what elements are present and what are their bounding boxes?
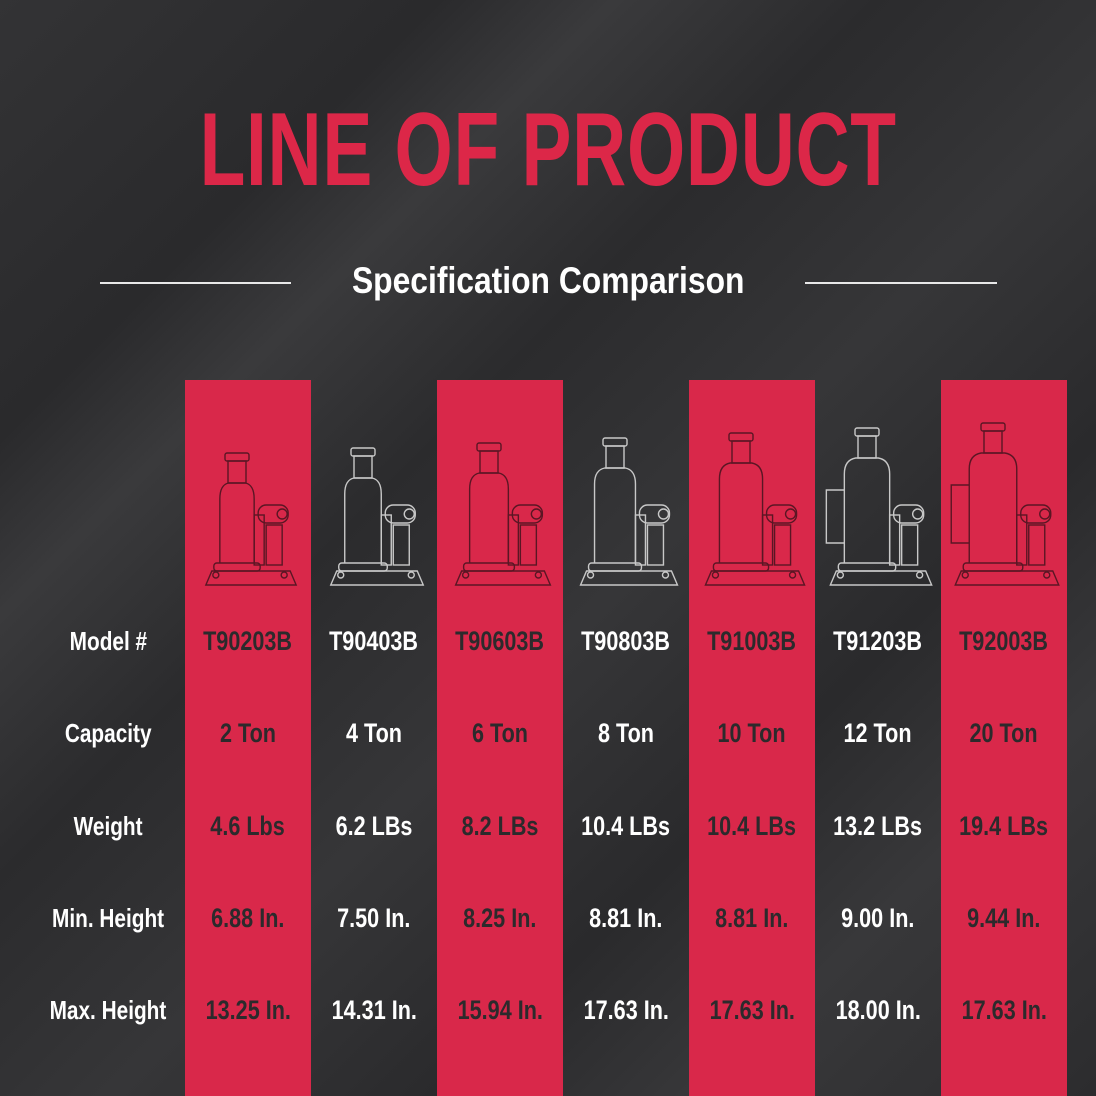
cell-weight: 4.6 Lbs: [210, 811, 286, 841]
cell-max-height: 13.25 In.: [205, 995, 291, 1025]
page-title: LINE OF PRODUCT: [199, 92, 897, 208]
row-label: Weight: [73, 811, 143, 841]
bottle-jack-icon: [454, 442, 552, 586]
cell-max-height: 17.63 In.: [583, 995, 669, 1025]
divider-right: [805, 282, 997, 284]
cell-max-height: 17.63 In.: [709, 995, 795, 1025]
cell-min-height: 9.00 In.: [841, 903, 915, 933]
cell-min-height: 7.50 In.: [337, 903, 411, 933]
cell-min-height: 8.25 In.: [463, 903, 537, 933]
cell-model: T90403B: [329, 626, 419, 656]
cell-model: T90803B: [581, 626, 671, 656]
row-label: Min. Height: [51, 903, 165, 933]
cell-weight: 6.2 LBs: [335, 811, 413, 841]
product-column: T90203B 2 Ton 4.6 Lbs 6.88 In. 13.25 In.: [185, 380, 311, 1096]
row-label: Max. Height: [49, 995, 167, 1025]
cell-min-height: 6.88 In.: [211, 903, 285, 933]
cell-model: T91003B: [707, 626, 797, 656]
cell-capacity: 2 Ton: [220, 718, 276, 748]
cell-model: T92003B: [959, 626, 1049, 656]
product-column: T91203B 12 Ton 13.2 LBs 9.00 In. 18.00 In.: [815, 380, 941, 1096]
subtitle: Specification Comparison: [351, 260, 745, 301]
cell-min-height: 9.44 In.: [967, 903, 1041, 933]
cell-model: T90603B: [455, 626, 545, 656]
cell-weight: 8.2 LBs: [461, 811, 539, 841]
cell-weight: 10.4 LBs: [581, 811, 671, 841]
cell-min-height: 8.81 In.: [589, 903, 663, 933]
row-label: Model #: [69, 626, 147, 656]
bottle-jack-icon: [579, 437, 679, 586]
bottle-jack-with-handle-icon: [825, 427, 933, 586]
product-column: T92003B 20 Ton 19.4 LBs 9.44 In. 17.63 In.: [941, 380, 1067, 1096]
bottle-jack-with-handle-icon: [950, 422, 1060, 586]
cell-min-height: 8.81 In.: [715, 903, 789, 933]
cell-model: T90203B: [203, 626, 293, 656]
cell-weight: 10.4 LBs: [707, 811, 797, 841]
row-label: Capacity: [64, 718, 152, 748]
cell-max-height: 14.31 In.: [331, 995, 417, 1025]
cell-capacity: 12 Ton: [843, 718, 912, 748]
product-column: T91003B 10 Ton 10.4 LBs 8.81 In. 17.63 In.: [689, 380, 815, 1096]
bottle-jack-icon: [204, 452, 298, 586]
divider-left: [100, 282, 291, 284]
cell-weight: 13.2 LBs: [833, 811, 923, 841]
product-column: T90803B 8 Ton 10.4 LBs 8.81 In. 17.63 In.: [563, 380, 689, 1096]
cell-weight: 19.4 LBs: [959, 811, 1049, 841]
cell-max-height: 18.00 In.: [835, 995, 921, 1025]
product-column: T90403B 4 Ton 6.2 LBs 7.50 In. 14.31 In.: [311, 380, 437, 1096]
cell-capacity: 10 Ton: [717, 718, 786, 748]
cell-capacity: 4 Ton: [346, 718, 402, 748]
cell-capacity: 20 Ton: [969, 718, 1038, 748]
cell-capacity: 8 Ton: [598, 718, 654, 748]
cell-max-height: 17.63 In.: [961, 995, 1047, 1025]
cell-capacity: 6 Ton: [472, 718, 528, 748]
bottle-jack-icon: [329, 447, 425, 586]
bottle-jack-icon: [704, 432, 806, 586]
cell-max-height: 15.94 In.: [457, 995, 543, 1025]
product-column: T90603B 6 Ton 8.2 LBs 8.25 In. 15.94 In.: [437, 380, 563, 1096]
cell-model: T91203B: [833, 626, 923, 656]
